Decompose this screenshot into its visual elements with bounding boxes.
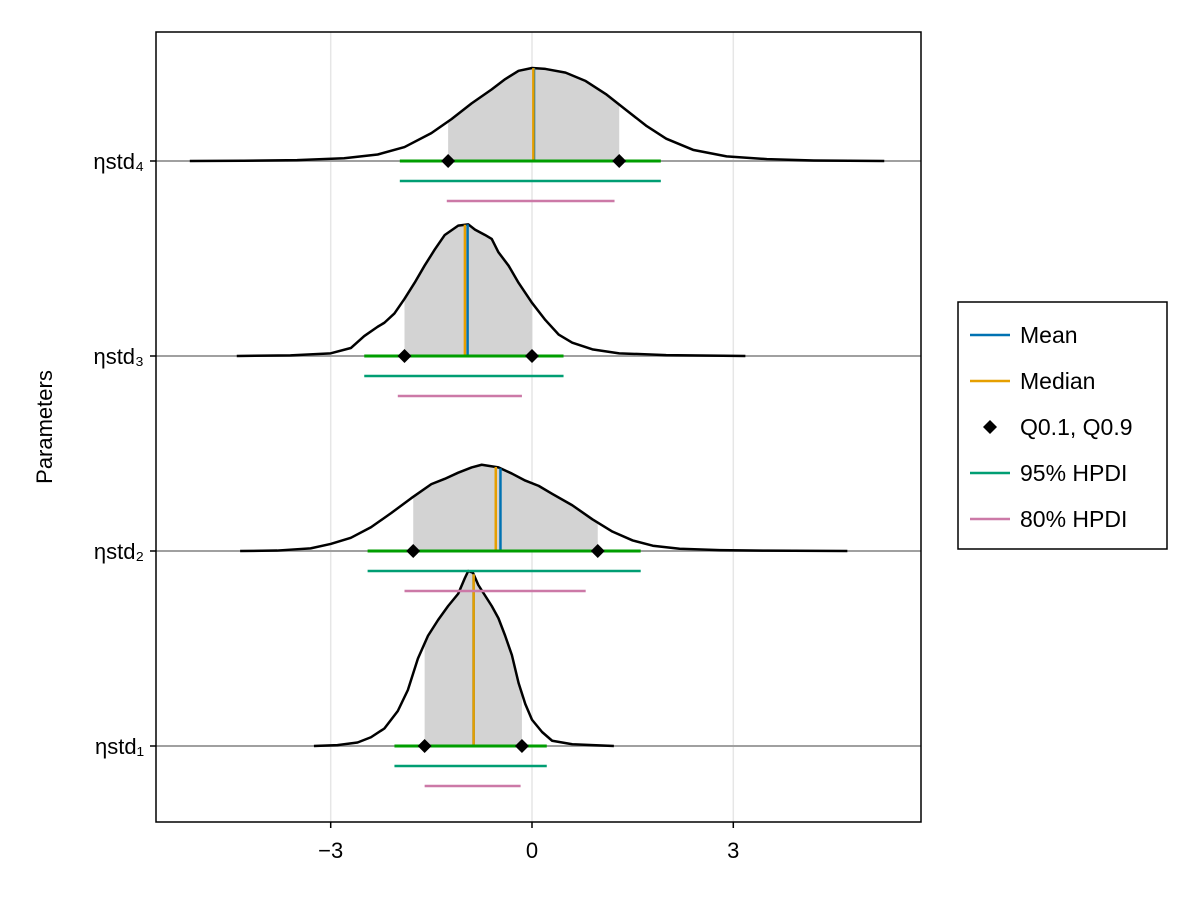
x-tick-label: 0 xyxy=(526,838,538,863)
x-tick-label: −3 xyxy=(318,838,343,863)
q10-marker xyxy=(406,544,421,558)
plot-frame xyxy=(155,31,922,823)
parameter-2 xyxy=(156,463,921,593)
q90-marker xyxy=(514,739,529,753)
legend-label-quantiles: Q0.1, Q0.9 xyxy=(1020,414,1133,440)
legend-label-hpdi95: 95% HPDI xyxy=(1020,460,1127,486)
y-tick-label: ηstd₂ xyxy=(94,539,144,564)
density-curve xyxy=(236,223,746,358)
y-tick-label: ηstd₁ xyxy=(95,734,144,759)
q90-marker xyxy=(525,349,539,363)
q90-marker xyxy=(590,544,605,558)
q10-marker xyxy=(441,154,456,168)
quantile-fill xyxy=(413,464,598,551)
parameter-1 xyxy=(156,569,921,788)
legend-swatch-quantiles xyxy=(983,420,997,434)
x-tick-label: 3 xyxy=(727,838,739,863)
axis-layer: −3 0 3 ηstd₁ ηstd₂ ηstd₃ ηstd₄ xyxy=(93,31,922,863)
q10-marker xyxy=(417,739,432,753)
legend-label-mean: Mean xyxy=(1020,322,1078,348)
legend-label-hpdi80: 80% HPDI xyxy=(1020,506,1127,532)
y-axis-label: Parameters xyxy=(32,370,57,484)
legend: Mean Median Q0.1, Q0.9 95% HPDI 80% HPDI xyxy=(957,301,1168,550)
density-layer xyxy=(156,66,921,788)
density-curve xyxy=(189,66,885,163)
density-curve xyxy=(240,463,848,553)
y-tick-label: ηstd₄ xyxy=(93,149,144,174)
parameter-3 xyxy=(156,223,921,398)
grid-layer xyxy=(329,32,735,822)
q90-marker xyxy=(612,154,627,168)
y-tick-label: ηstd₃ xyxy=(93,344,144,369)
parameter-4 xyxy=(156,66,921,203)
q10-marker xyxy=(397,349,412,363)
legend-label-median: Median xyxy=(1020,368,1095,394)
